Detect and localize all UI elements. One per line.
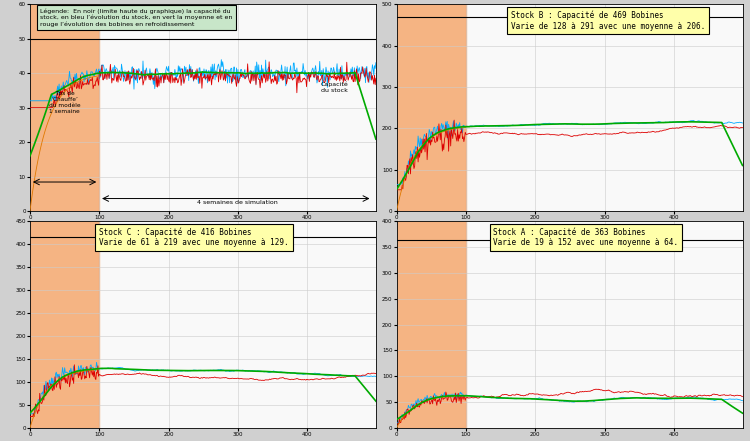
Bar (30, 221, 99, 428)
Text: Stock C : Capacité de 416 Bobines
Varie de 61 à 219 avec une moyenne à 129.: Stock C : Capacité de 416 Bobines Varie … (99, 228, 289, 247)
Text: Stock A : Capacité de 363 Bobines
Varie de 19 à 152 avec une moyenne à 64.: Stock A : Capacité de 363 Bobines Varie … (494, 228, 679, 247)
Text: Légende:  En noir (limite haute du graphique) la capacité du
stock, en bleu l’év: Légende: En noir (limite haute du graphi… (40, 8, 232, 27)
Text: Tps de
‘Chauffe’
du modèle
1 semaine: Tps de ‘Chauffe’ du modèle 1 semaine (49, 91, 80, 113)
Text: 4 semaines de simulation: 4 semaines de simulation (197, 200, 278, 205)
Bar (397, 221, 466, 428)
Text: Capacité
du stock: Capacité du stock (320, 82, 348, 93)
Text: Stock B : Capacité de 469 Bobines
Varie de 128 à 291 avec une moyenne à 206.: Stock B : Capacité de 469 Bobines Varie … (511, 11, 705, 30)
Bar (30, 4, 99, 211)
Bar (397, 4, 466, 211)
